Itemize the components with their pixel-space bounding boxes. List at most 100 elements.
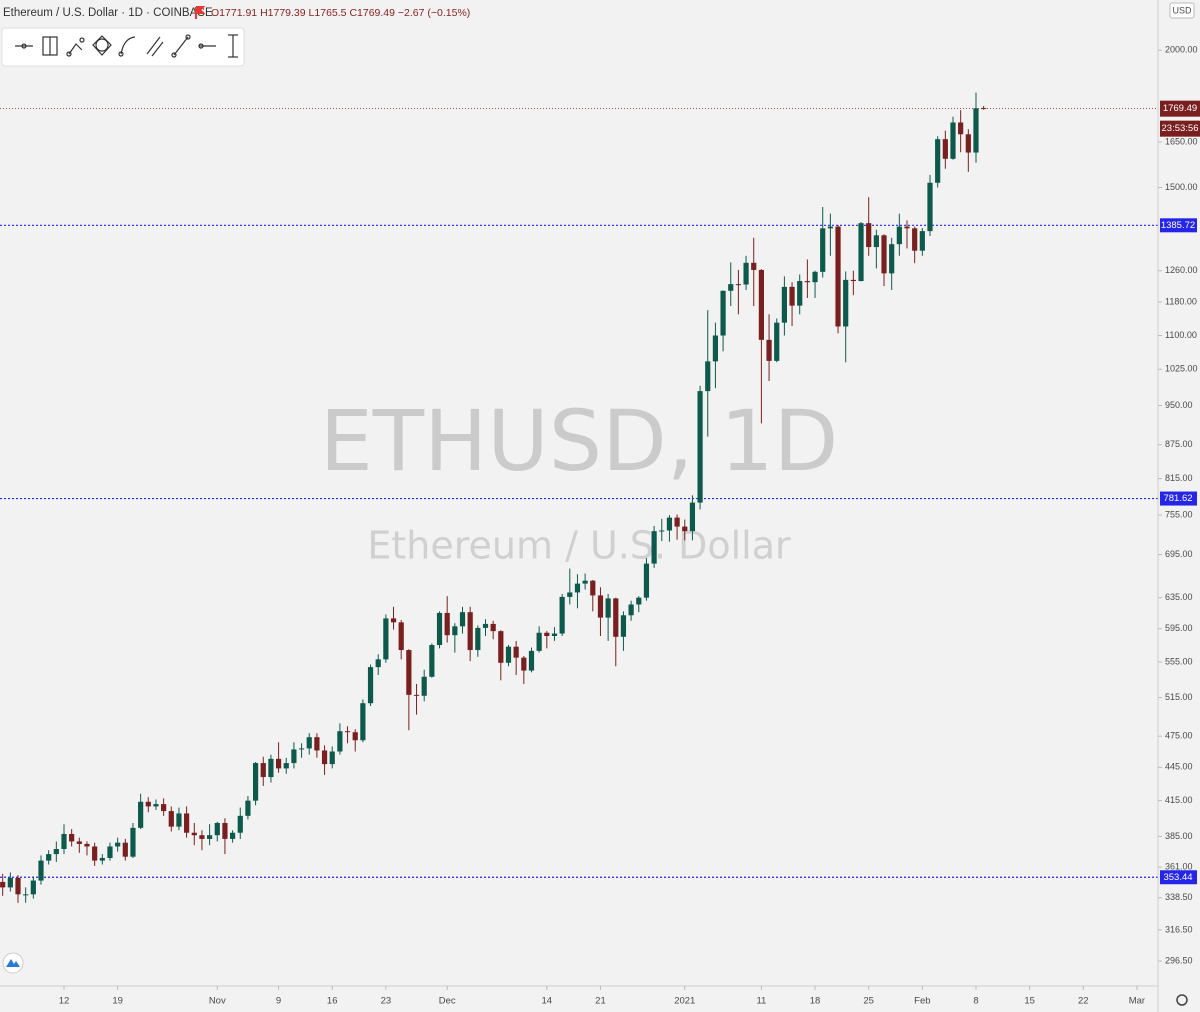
candle-body [475, 627, 481, 651]
candle-body [912, 228, 918, 251]
candle-body [551, 633, 558, 636]
candle-body [252, 763, 259, 801]
candle-body [567, 592, 573, 597]
candle-body [712, 335, 719, 362]
y-tick-label: 445.00 [1165, 762, 1193, 772]
tool-horizontal-line[interactable] [198, 43, 216, 49]
candle-body [896, 226, 902, 245]
candle-body [92, 846, 98, 861]
x-tick-label: 9 [276, 996, 281, 1007]
candle-body [467, 612, 473, 651]
candle-body [444, 612, 450, 636]
candle-body [490, 623, 496, 632]
candle-body [758, 269, 764, 340]
y-tick-label: 515.00 [1165, 692, 1193, 702]
candle-body [367, 667, 374, 704]
price-badge-label: 781.62 [1163, 493, 1192, 504]
candle-body [482, 623, 489, 628]
candle-body [628, 604, 634, 616]
candle-body [298, 748, 305, 750]
y-tick-label: 2000.00 [1165, 45, 1198, 55]
candle-body [965, 134, 971, 153]
candle-body [498, 631, 504, 663]
candle-body [797, 281, 803, 306]
candle-body [199, 835, 205, 839]
tool-trend-line[interactable] [171, 34, 191, 58]
candle-body [46, 854, 52, 861]
candle-body [122, 842, 128, 857]
candle-body [245, 800, 251, 816]
candle-body [390, 618, 397, 623]
y-tick-label: 316.50 [1165, 924, 1193, 934]
y-tick-label: 338.50 [1165, 892, 1193, 902]
y-tick-label: 1500.00 [1165, 182, 1198, 192]
candle-body [536, 632, 542, 651]
x-tick-label: Nov [209, 996, 226, 1007]
candle-body [84, 843, 90, 847]
candle-body [459, 612, 466, 627]
x-tick-label: 25 [863, 996, 874, 1007]
tool-path[interactable] [66, 37, 85, 57]
candle-body [505, 646, 512, 663]
candle-body [735, 284, 742, 286]
candle-body [436, 612, 443, 646]
candle-body [766, 339, 772, 361]
candle-body [597, 595, 604, 618]
x-tick-label: Mar [1129, 996, 1145, 1007]
currency-button[interactable] [1169, 2, 1195, 19]
candle-body [981, 108, 987, 110]
x-tick-label: 18 [810, 996, 821, 1007]
candle-body [950, 122, 956, 159]
candle-body [643, 563, 650, 598]
y-tick-label: 555.00 [1165, 656, 1193, 666]
candle-body [689, 502, 696, 532]
tool-horizontal-ray[interactable] [15, 43, 33, 49]
candle-body [15, 877, 21, 895]
y-tick-label: 385.00 [1165, 831, 1193, 841]
candle-body [260, 763, 266, 778]
candle-body [751, 262, 757, 270]
candle-body [168, 811, 174, 827]
settings-button[interactable] [1176, 994, 1188, 1006]
candle-body [843, 279, 849, 327]
candle-body [827, 226, 833, 229]
candle-body [651, 531, 657, 564]
tool-circle[interactable] [92, 35, 112, 56]
candle-body [268, 758, 274, 778]
flag-icon[interactable] [195, 6, 206, 19]
candle-body [275, 758, 282, 769]
candle-body [107, 846, 113, 858]
candle-body [306, 737, 312, 749]
currency-label: USD [1172, 5, 1192, 15]
candle-body [383, 618, 389, 660]
candle-body [835, 226, 841, 327]
candle-body [375, 659, 381, 668]
y-tick-label: 695.00 [1165, 549, 1193, 559]
candle-body [53, 848, 59, 855]
tool-vertical-line[interactable] [228, 34, 238, 58]
symbol-title: Ethereum / U.S. Dollar · 1D · COINBASE [3, 7, 213, 19]
candle-body [314, 737, 320, 751]
y-tick-label: 1260.00 [1165, 265, 1198, 275]
tool-arc[interactable] [118, 36, 136, 57]
x-tick-label: 2021 [674, 996, 695, 1007]
x-tick-label: 19 [112, 996, 123, 1007]
candle-body [521, 657, 527, 671]
candle-body [781, 286, 787, 323]
candle-body [574, 583, 581, 593]
last-price-badge [1160, 100, 1200, 117]
candle-body [352, 732, 358, 741]
tool-parallel[interactable] [146, 36, 164, 57]
candle-body [7, 877, 13, 888]
candle-body [0, 881, 6, 888]
candle-body [229, 832, 236, 839]
candle-body [421, 676, 427, 696]
tool-range[interactable] [42, 36, 58, 56]
logo-icon [6, 959, 20, 967]
y-tick-label: 475.00 [1165, 731, 1193, 741]
candle-body [559, 596, 565, 634]
candle-body [582, 580, 588, 584]
x-tick-label: 22 [1078, 996, 1089, 1007]
candle-body [115, 842, 121, 847]
